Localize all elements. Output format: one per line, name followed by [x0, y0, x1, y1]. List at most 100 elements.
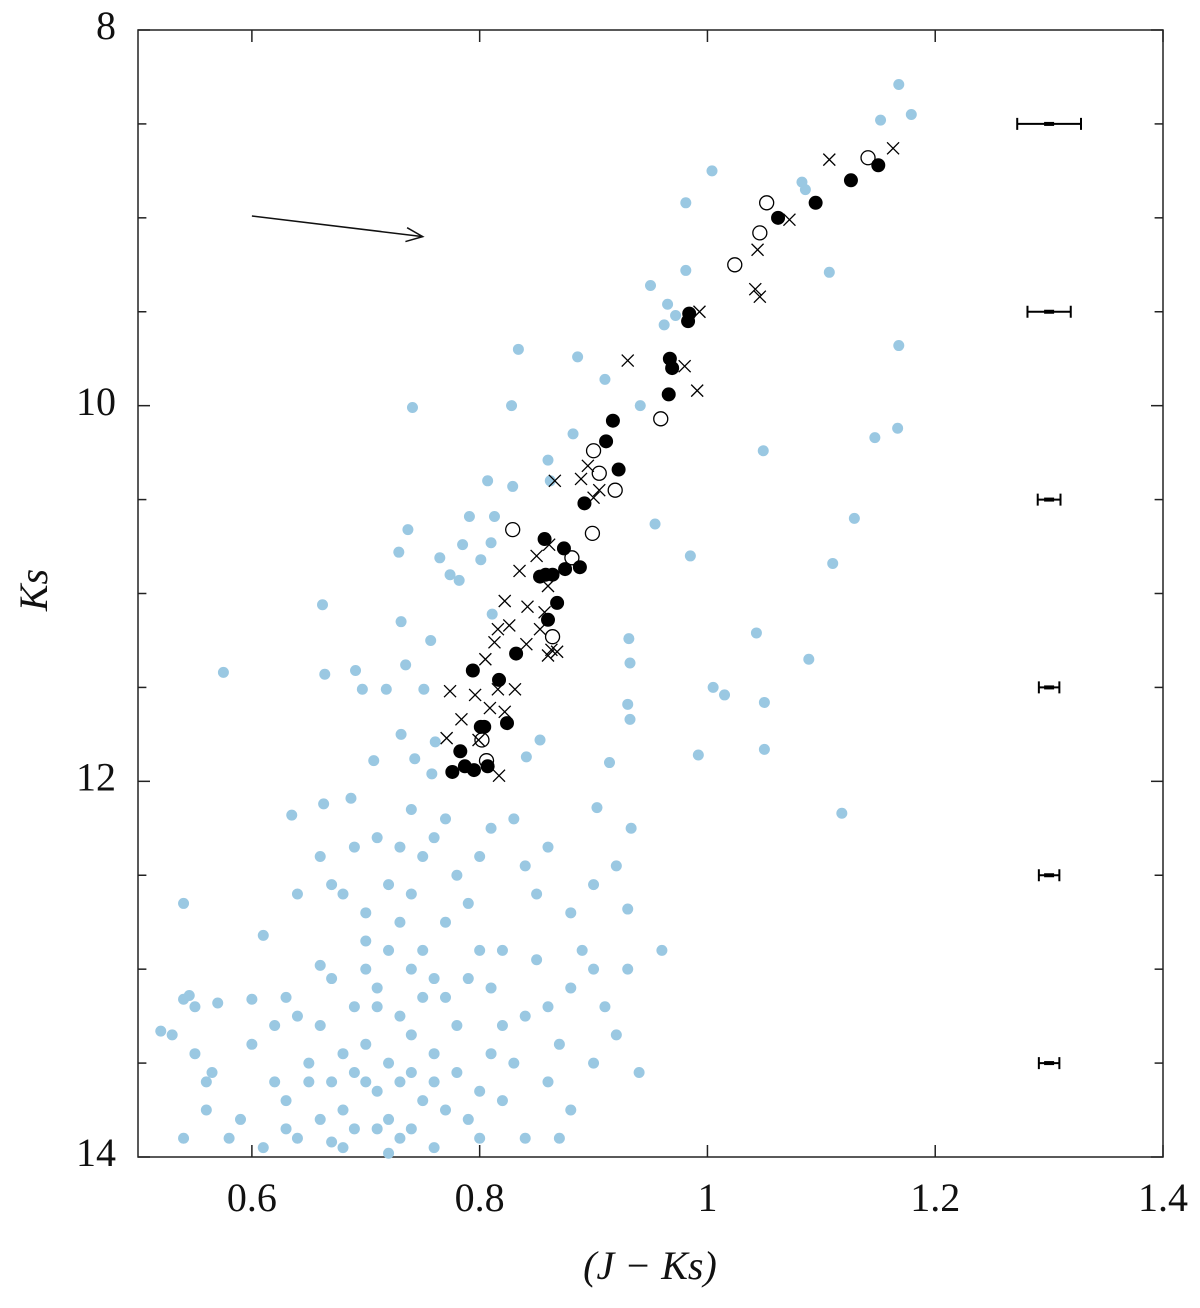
point	[166, 1029, 178, 1041]
point	[550, 595, 565, 610]
point	[680, 264, 692, 276]
point	[542, 1001, 554, 1013]
point	[475, 554, 487, 566]
point	[371, 1123, 383, 1135]
point	[519, 1010, 531, 1022]
point	[843, 173, 858, 188]
point	[257, 1142, 269, 1154]
point	[405, 804, 417, 816]
point	[588, 1057, 600, 1069]
point	[463, 510, 475, 522]
point	[178, 897, 190, 909]
point	[394, 841, 406, 853]
open-point	[607, 482, 623, 498]
point	[400, 659, 412, 671]
point	[206, 1066, 218, 1078]
point	[434, 552, 446, 564]
point	[383, 879, 395, 891]
point	[235, 1113, 246, 1125]
cross-point	[748, 282, 762, 296]
point	[314, 1020, 326, 1032]
point	[808, 195, 823, 210]
point	[444, 569, 456, 581]
plot-frame	[137, 29, 1164, 1158]
open-point	[860, 150, 876, 166]
cross-point	[454, 712, 468, 726]
point	[257, 929, 269, 941]
point	[440, 916, 451, 928]
point	[269, 1076, 281, 1088]
point	[406, 402, 418, 414]
point	[453, 744, 468, 759]
point	[178, 1132, 190, 1144]
error-center	[1044, 873, 1055, 878]
point	[291, 888, 303, 900]
open-point	[591, 465, 607, 481]
point	[610, 860, 622, 872]
cross-point	[550, 645, 564, 659]
point	[684, 550, 696, 562]
point	[189, 1001, 201, 1013]
point	[465, 663, 480, 678]
point	[360, 1076, 372, 1088]
point	[605, 413, 620, 428]
point	[314, 959, 326, 971]
point	[371, 982, 383, 994]
point	[544, 475, 556, 487]
point	[480, 759, 495, 774]
y-axis-label: Ks	[11, 569, 56, 612]
point	[337, 1048, 349, 1060]
point	[506, 400, 518, 412]
point	[395, 616, 407, 628]
cross-point	[592, 483, 606, 497]
point	[405, 1066, 417, 1078]
point	[368, 755, 380, 767]
point	[875, 114, 887, 126]
point	[200, 1104, 212, 1116]
open-point	[564, 550, 580, 566]
cross-point	[693, 305, 706, 319]
point	[485, 982, 497, 994]
point	[280, 1095, 292, 1107]
point	[492, 672, 507, 687]
point	[662, 298, 674, 310]
error-center	[1044, 1061, 1055, 1066]
y-tick-label: 8	[96, 3, 116, 48]
point	[622, 698, 634, 710]
cross-point	[488, 635, 501, 649]
point	[348, 1001, 360, 1013]
point	[567, 428, 579, 440]
point	[486, 608, 498, 620]
point	[326, 879, 338, 891]
cross-point	[440, 731, 454, 745]
point	[428, 973, 440, 985]
point	[212, 997, 224, 1009]
point	[553, 1132, 565, 1144]
point	[189, 1048, 201, 1060]
reddening-arrow	[251, 215, 423, 238]
point	[429, 736, 441, 748]
point	[537, 532, 552, 547]
point	[402, 524, 414, 536]
open-point	[759, 195, 775, 211]
point	[488, 510, 500, 522]
point	[893, 340, 905, 352]
point	[393, 546, 405, 558]
cross-point	[690, 384, 704, 398]
point	[428, 832, 440, 844]
point	[183, 989, 195, 1001]
point	[337, 1142, 349, 1154]
point	[670, 310, 682, 322]
cross-point	[533, 622, 547, 636]
point	[541, 612, 555, 627]
point	[317, 599, 328, 611]
point	[462, 897, 474, 909]
point	[425, 634, 437, 646]
point	[383, 1057, 395, 1069]
point	[223, 1132, 235, 1144]
point	[291, 1010, 303, 1022]
point	[565, 907, 577, 919]
point	[474, 1085, 486, 1097]
point	[394, 1010, 406, 1022]
point	[356, 683, 368, 695]
